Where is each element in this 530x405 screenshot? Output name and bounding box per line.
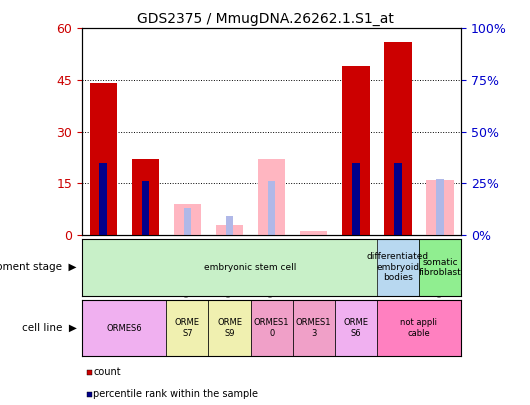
Bar bbox=[82, 300, 166, 356]
Bar bbox=[174, 204, 201, 235]
Bar bbox=[436, 179, 444, 235]
Text: ORME
S7: ORME S7 bbox=[175, 318, 200, 338]
Bar bbox=[82, 239, 419, 296]
Text: development stage  ▶: development stage ▶ bbox=[0, 262, 77, 272]
Bar bbox=[335, 300, 377, 356]
Bar bbox=[377, 300, 461, 356]
Bar bbox=[352, 163, 360, 235]
Bar bbox=[384, 42, 412, 235]
Bar bbox=[142, 181, 149, 235]
Bar bbox=[90, 83, 117, 235]
Bar bbox=[226, 216, 233, 235]
Bar bbox=[377, 239, 419, 296]
Text: cell line  ▶: cell line ▶ bbox=[22, 323, 77, 333]
Bar bbox=[268, 181, 276, 235]
Bar bbox=[394, 163, 402, 235]
Bar bbox=[166, 300, 208, 356]
Bar bbox=[426, 180, 454, 235]
Text: percentile rank within the sample: percentile rank within the sample bbox=[93, 389, 258, 399]
Bar bbox=[342, 66, 369, 235]
Text: ORMES1
3: ORMES1 3 bbox=[296, 318, 331, 338]
Bar bbox=[183, 208, 191, 235]
Bar bbox=[419, 239, 461, 296]
Bar bbox=[258, 159, 285, 235]
Text: not appli
cable: not appli cable bbox=[401, 318, 437, 338]
Text: ORMES6: ORMES6 bbox=[107, 324, 142, 333]
Text: ORME
S6: ORME S6 bbox=[343, 318, 368, 338]
Text: somatic
fibroblast: somatic fibroblast bbox=[419, 258, 462, 277]
Bar bbox=[208, 300, 251, 356]
Text: GDS2375 / MmugDNA.26262.1.S1_at: GDS2375 / MmugDNA.26262.1.S1_at bbox=[137, 12, 393, 26]
Text: ORMES1
0: ORMES1 0 bbox=[254, 318, 289, 338]
Bar bbox=[293, 300, 335, 356]
Bar bbox=[251, 300, 293, 356]
Bar bbox=[216, 224, 243, 235]
Bar bbox=[100, 163, 107, 235]
Text: differentiated
embryoid
bodies: differentiated embryoid bodies bbox=[367, 252, 429, 282]
Text: ORME
S9: ORME S9 bbox=[217, 318, 242, 338]
Bar bbox=[300, 232, 328, 235]
Text: count: count bbox=[93, 367, 121, 377]
Text: embryonic stem cell: embryonic stem cell bbox=[205, 263, 297, 272]
Bar bbox=[131, 159, 159, 235]
